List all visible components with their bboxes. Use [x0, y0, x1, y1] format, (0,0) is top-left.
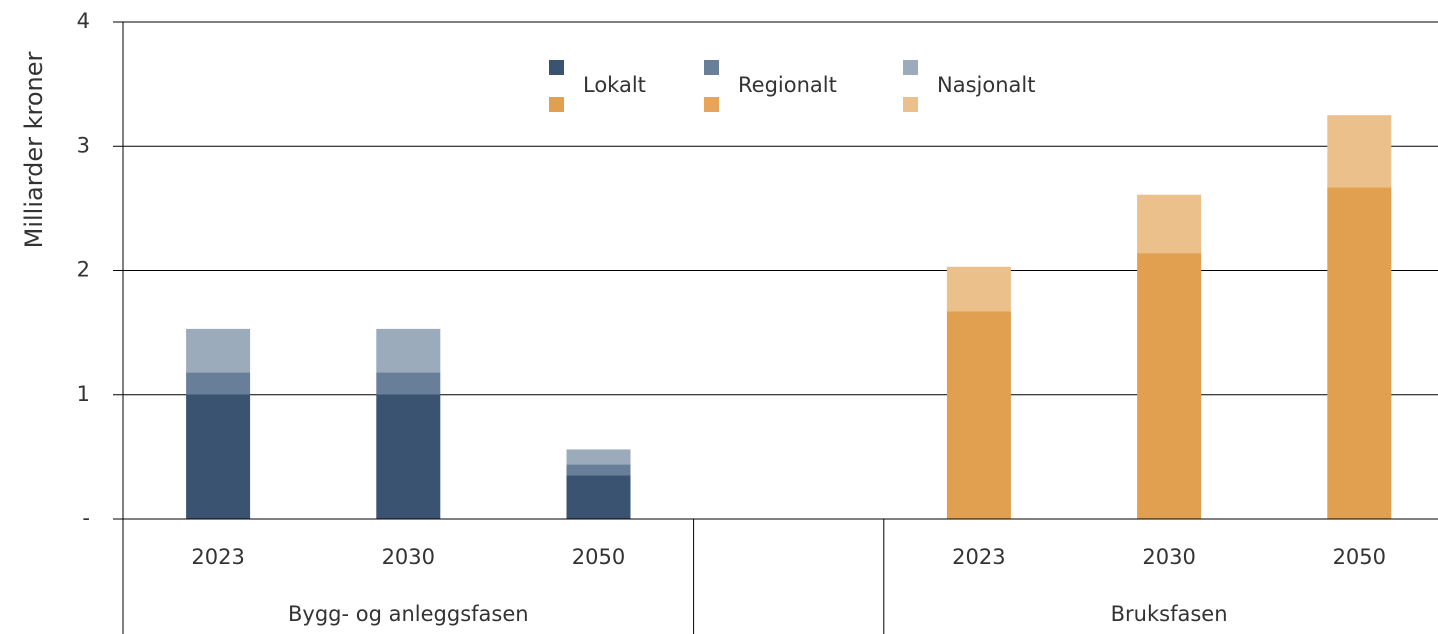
y-tick-label: 3 [77, 133, 90, 157]
bar-segment [566, 464, 631, 476]
legend-swatch [903, 97, 918, 112]
x-tick-label: 2030 [382, 545, 435, 569]
legend-swatch [704, 97, 719, 112]
x-tick-label: 2050 [572, 545, 625, 569]
y-tick-label: 4 [77, 9, 90, 33]
x-tick-label: 2023 [191, 545, 244, 569]
x-tick-label: 2050 [1333, 545, 1386, 569]
bar-segment [186, 394, 251, 519]
bar-segment [1327, 187, 1392, 519]
legend-swatch [704, 60, 719, 75]
bar-segment [376, 328, 441, 373]
legend-label: Lokalt [583, 73, 646, 97]
bar-segment [186, 328, 251, 373]
bar-segment [376, 394, 441, 519]
group-label: Bygg- og anleggsfasen [288, 602, 529, 626]
bar-segment [1137, 253, 1202, 520]
bar-segment [566, 449, 631, 465]
legend-label: Nasjonalt [937, 73, 1035, 97]
y-tick-label: 2 [77, 258, 90, 282]
bar-segment [1137, 194, 1202, 254]
x-tick-label: 2023 [952, 545, 1005, 569]
y-axis-label: Milliarder kroner [20, 51, 48, 248]
legend-label: Regionalt [738, 73, 837, 97]
bar-segment [566, 475, 631, 519]
group-label: Bruksfasen [1111, 602, 1228, 626]
legend-swatch [549, 60, 564, 75]
bar-segment [186, 372, 251, 395]
y-tick-label: 1 [77, 382, 90, 406]
legend-swatch [549, 97, 564, 112]
x-tick-label: 2030 [1142, 545, 1195, 569]
bar-segment [946, 266, 1011, 312]
bar-segment [1327, 115, 1392, 188]
legend-swatch [903, 60, 918, 75]
bar-segment [946, 311, 1011, 519]
y-tick-label: - [82, 506, 90, 530]
bar-segment [376, 372, 441, 395]
